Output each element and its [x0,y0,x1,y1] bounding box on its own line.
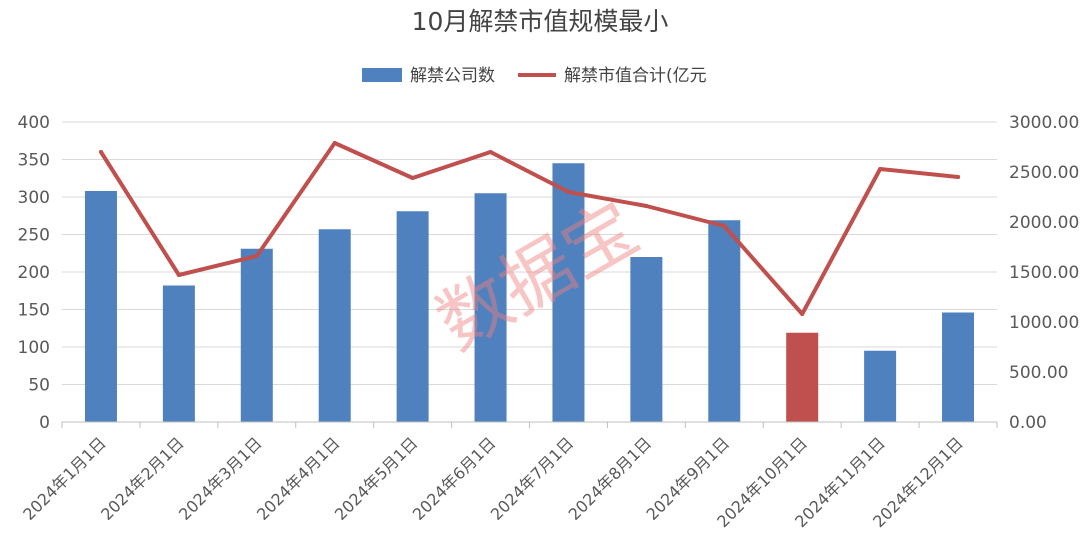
bar [630,257,663,422]
bar [162,285,195,422]
line-point [644,204,649,208]
gridlines [62,121,997,385]
line-point [566,190,571,194]
line-point [410,176,415,180]
legend-bar-swatch [362,68,402,82]
left-tick-label: 0 [39,413,50,433]
left-tick-label: 50 [28,376,50,396]
line-point [956,175,961,179]
bar [552,163,585,422]
chart-title: 10月解禁市值规模最小 [412,7,669,36]
line-point [176,273,181,277]
right-tick-label: 1500.00 [1009,263,1079,283]
bar [318,229,351,422]
line-point [98,150,103,154]
bar [942,312,975,422]
right-tick-label: 0.00 [1009,413,1047,433]
line-series-path [99,141,960,316]
line-series [98,141,961,316]
line-point [722,224,727,228]
line-point [878,167,883,171]
left-axis-ticks: 0 50 100 150 200 250 300 350 400 [18,113,50,433]
right-tick-label: 500.00 [1009,363,1068,383]
right-tick-label: 2500.00 [1009,163,1079,183]
legend-line-label: 解禁市值合计(亿元 [564,66,707,86]
right-axis-ticks: 0.00 500.00 1000.00 1500.00 2000.00 2500.00 30… [1009,113,1079,433]
legend: 解禁公司数 解禁市值合计(亿元 [362,66,707,86]
x-axis-labels: 2024年1月1日2024年2月1日2024年3月1日2024年4月1日2024… [19,433,967,531]
line-point [488,150,493,154]
left-tick-label: 350 [18,151,50,171]
bar [240,248,273,422]
bar [864,350,897,422]
left-tick-label: 400 [18,113,50,133]
right-tick-label: 2000.00 [1009,213,1079,233]
line-point [254,254,259,258]
bar-series [84,163,975,422]
right-tick-label: 1000.00 [1009,313,1079,333]
line-point [800,312,805,316]
left-tick-label: 150 [18,301,50,321]
left-tick-label: 250 [18,226,50,246]
bar [708,220,741,422]
left-tick-label: 300 [18,188,50,208]
left-tick-label: 100 [18,338,50,358]
bar [84,191,117,422]
bar [396,211,429,422]
watermark: 数据宝 [423,185,652,366]
legend-bar-label: 解禁公司数 [410,66,495,86]
line-point [332,141,337,145]
x-axis-tick-marks [61,422,998,428]
right-tick-label: 3000.00 [1009,113,1079,133]
bar [474,193,507,422]
left-tick-label: 200 [18,263,50,283]
bar [786,332,819,422]
